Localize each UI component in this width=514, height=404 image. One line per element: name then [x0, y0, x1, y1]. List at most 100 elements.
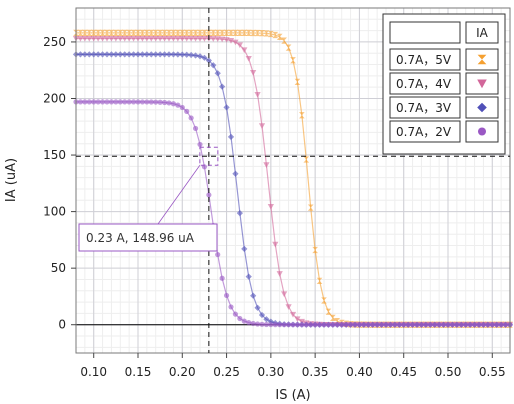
- data-point: [196, 35, 204, 42]
- legend-label-cell: [389, 72, 461, 95]
- data-point: [321, 297, 327, 304]
- data-point: [268, 321, 274, 328]
- crosshair[interactable]: [76, 8, 510, 353]
- data-point: [356, 322, 363, 328]
- data-point: [139, 51, 146, 58]
- data-point: [298, 112, 305, 119]
- data-point: [126, 35, 133, 42]
- data-point: [214, 36, 221, 43]
- y-axis-label: IA (uA): [4, 158, 19, 202]
- data-point: [259, 321, 265, 327]
- data-point: [81, 29, 88, 37]
- data-point: [325, 308, 332, 315]
- data-point: [258, 311, 266, 319]
- data-point: [152, 29, 159, 37]
- data-point: [179, 35, 186, 42]
- data-point: [143, 35, 150, 42]
- data-point: [103, 35, 111, 42]
- data-point: [308, 322, 314, 328]
- data-point: [476, 322, 482, 328]
- data-point: [401, 322, 407, 328]
- data-point: [82, 99, 88, 105]
- data-point: [352, 322, 358, 328]
- data-point: [290, 322, 296, 328]
- data-point: [263, 316, 270, 323]
- data-point: [157, 35, 164, 42]
- data-point: [157, 51, 164, 58]
- data-point: [387, 322, 394, 328]
- data-point: [205, 29, 212, 37]
- data-point: [241, 29, 248, 37]
- data-point: [77, 29, 84, 37]
- data-point: [289, 311, 297, 318]
- data-point: [489, 322, 495, 328]
- data-point: [232, 29, 239, 37]
- data-point: [210, 29, 217, 37]
- legend-item-3: 0.7A，3V: [389, 96, 499, 119]
- data-point: [316, 277, 323, 285]
- x-tick-label: 0.40: [346, 365, 373, 379]
- data-point: [130, 35, 137, 42]
- data-point: [227, 133, 235, 140]
- data-point: [99, 35, 106, 42]
- data-point: [445, 322, 451, 328]
- legend-label: 0.7A，5V: [396, 53, 452, 67]
- data-point: [254, 321, 261, 327]
- data-point: [122, 99, 128, 105]
- data-point: [205, 57, 212, 64]
- data-point: [153, 99, 159, 105]
- data-point: [77, 35, 84, 42]
- data-point: [170, 29, 177, 37]
- data-point: [108, 51, 115, 58]
- data-point: [485, 322, 491, 328]
- data-point: [175, 102, 181, 108]
- data-point: [281, 37, 288, 44]
- data-point: [108, 35, 115, 42]
- legend-label-cell: [389, 96, 461, 119]
- data-point: [192, 29, 199, 37]
- data-point: [250, 320, 256, 327]
- data-point: [192, 52, 199, 59]
- data-point: [299, 322, 305, 328]
- data-point: [383, 322, 389, 328]
- data-point: [480, 322, 487, 328]
- data-point: [165, 51, 173, 58]
- data-point: [254, 29, 261, 37]
- data-point: [219, 29, 226, 37]
- data-point: [179, 51, 186, 58]
- data-point: [454, 322, 460, 328]
- data-point: [135, 29, 141, 37]
- data-point: [121, 29, 128, 37]
- data-point: [77, 51, 84, 58]
- data-point: [272, 241, 279, 248]
- data-point: [91, 99, 97, 105]
- data-point: [250, 70, 257, 76]
- data-point: [77, 99, 84, 105]
- y-tick-label: 0: [58, 318, 66, 332]
- x-tick-label: 0.25: [213, 365, 240, 379]
- x-tick-label: 0.20: [169, 365, 196, 379]
- data-point: [117, 29, 124, 37]
- data-point: [152, 51, 159, 58]
- data-point: [245, 29, 252, 37]
- data-point: [223, 29, 230, 37]
- data-point: [157, 29, 164, 37]
- data-point: [104, 99, 110, 105]
- data-point: [139, 99, 146, 105]
- data-point: [81, 35, 88, 42]
- data-point: [343, 322, 349, 328]
- data-point: [232, 311, 239, 317]
- data-point: [108, 99, 115, 105]
- data-point: [276, 33, 283, 41]
- data-point: [427, 322, 433, 328]
- data-point: [246, 320, 252, 326]
- data-point: [423, 322, 429, 328]
- data-point: [290, 57, 296, 64]
- data-point: [183, 29, 190, 37]
- x-axis: 0.10 0.15 0.20 0.25 0.30 0.35 0.40 0.45 0.50 0.55: [80, 353, 506, 379]
- plot-frame: [75, 7, 511, 354]
- legend-header-cell: [389, 21, 461, 44]
- annotation-label: 0.23 A, 148.96 uA: [86, 231, 195, 245]
- annotation-leader: [157, 164, 201, 225]
